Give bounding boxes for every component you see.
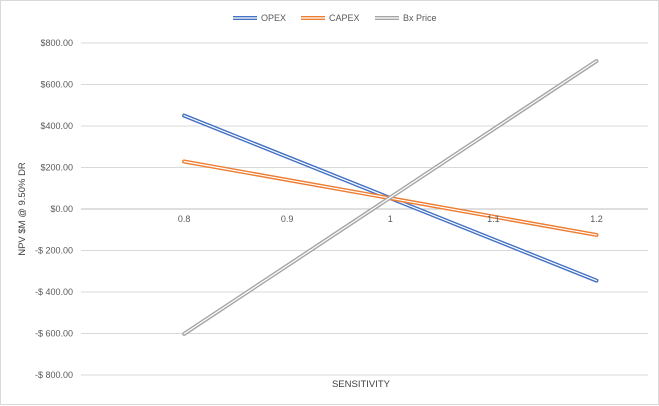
legend-label: Bx Price bbox=[403, 13, 437, 23]
legend-item-capex: CAPEX bbox=[301, 13, 360, 23]
legend-item-bx-price: Bx Price bbox=[375, 13, 437, 23]
y-tick-label: $0.00 bbox=[50, 204, 73, 214]
x-tick-label: 1 bbox=[388, 214, 393, 224]
y-tick-label: -$ 400.00 bbox=[35, 287, 73, 297]
series-lines bbox=[182, 59, 599, 336]
y-tick-label: $200.00 bbox=[40, 163, 73, 173]
x-tick-label: 1.2 bbox=[590, 214, 603, 224]
x-tick-label: 0.8 bbox=[178, 214, 191, 224]
legend-label: OPEX bbox=[261, 13, 286, 23]
legend: OPEX CAPEX Bx Price bbox=[233, 13, 437, 23]
series-bx-price bbox=[182, 59, 599, 336]
y-tick-label: -$ 600.00 bbox=[35, 329, 73, 339]
x-tick-label: 1.1 bbox=[487, 214, 500, 224]
y-tick-label: -$ 800.00 bbox=[35, 370, 73, 380]
legend-item-opex: OPEX bbox=[233, 13, 286, 23]
y-tick-label: $600.00 bbox=[40, 80, 73, 90]
x-axis-title: SENSITIVITY bbox=[332, 379, 391, 390]
x-tick-label: 0.9 bbox=[281, 214, 294, 224]
x-tick-labels: 0.8 0.9 1 1.1 1.2 bbox=[178, 214, 603, 224]
legend-label: CAPEX bbox=[329, 13, 360, 23]
y-tick-label: $400.00 bbox=[40, 121, 73, 131]
y-tick-label: -$ 200.00 bbox=[35, 246, 73, 256]
y-tick-labels: $800.00 $600.00 $400.00 $200.00 $0.00 -$ 200.… bbox=[35, 38, 73, 380]
series-line-inner bbox=[183, 60, 598, 335]
y-tick-label: $800.00 bbox=[40, 38, 73, 48]
y-axis-title: NPV $M @ 9.50% DR bbox=[17, 162, 28, 256]
